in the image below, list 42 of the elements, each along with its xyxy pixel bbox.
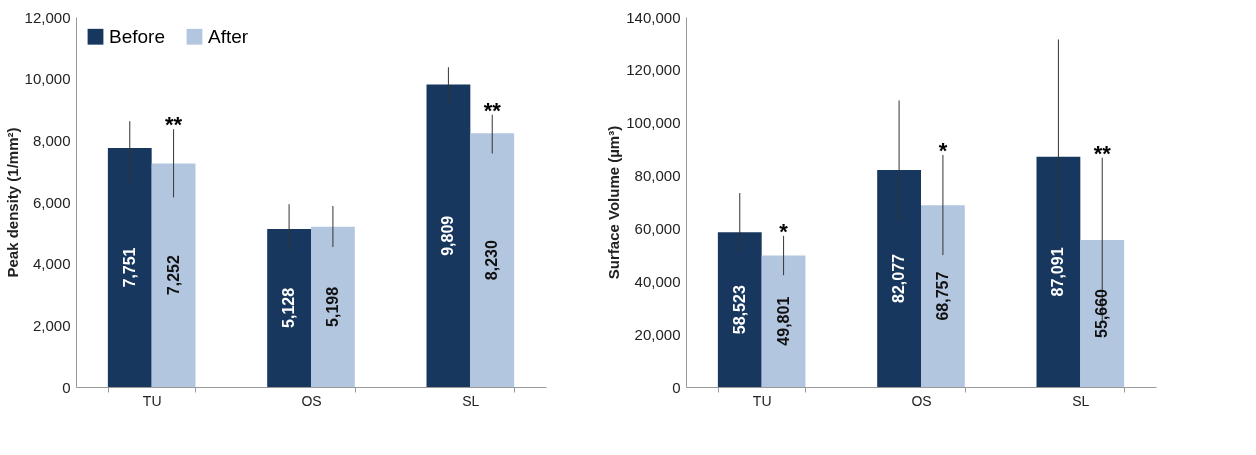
y-tick-label: 4,000 (32, 255, 71, 273)
x-tick-label: OS (301, 392, 322, 409)
data-label: 68,757 (933, 271, 951, 321)
y-tick-label: 80,000 (634, 167, 681, 185)
data-label: 7,751 (120, 247, 138, 288)
annotation: ** (1093, 140, 1112, 166)
y-tick-label: 0 (62, 378, 71, 396)
y-tick-label: 2,000 (32, 316, 71, 334)
data-label: 7,252 (164, 255, 182, 296)
annotation: ** (483, 97, 502, 123)
y-tick-label: 100,000 (626, 114, 681, 132)
x-tick-label: TU (142, 392, 162, 409)
y-tick-label: 12,000 (24, 8, 71, 26)
y-tick-label: 120,000 (626, 61, 681, 79)
data-label: 8,230 (483, 240, 501, 281)
y-tick-label: 0 (672, 378, 681, 396)
y-axis-title: Surface Volume (µm³) (605, 125, 623, 280)
data-label: 87,091 (1049, 247, 1067, 297)
annotation: ** (165, 112, 183, 138)
data-label: 5,128 (280, 287, 298, 328)
y-tick-label: 140,000 (626, 8, 681, 26)
y-tick-label: 6,000 (32, 193, 71, 211)
data-label: 9,809 (439, 215, 457, 256)
y-tick-label: 60,000 (634, 219, 681, 237)
y-tick-label: 20,000 (634, 325, 681, 343)
x-tick-label: OS (911, 392, 932, 409)
data-label: 49,801 (774, 296, 792, 346)
y-axis-title: Peak density (1/mm²) (3, 127, 21, 278)
data-label: 55,660 (1093, 288, 1111, 338)
x-tick-label: SL (1072, 392, 1090, 409)
x-tick-label: SL (462, 392, 480, 409)
legend-label: Before (109, 25, 165, 47)
data-label: 5,198 (323, 286, 341, 327)
legend-label: After (208, 25, 249, 47)
annotation: * (779, 218, 789, 244)
y-tick-label: 10,000 (24, 70, 71, 88)
data-label: 58,523 (730, 285, 748, 335)
annotation: * (938, 137, 948, 163)
y-tick-label: 40,000 (634, 272, 681, 290)
y-tick-label: 8,000 (32, 131, 71, 149)
data-label: 82,077 (890, 253, 908, 304)
x-tick-label: TU (752, 392, 772, 409)
